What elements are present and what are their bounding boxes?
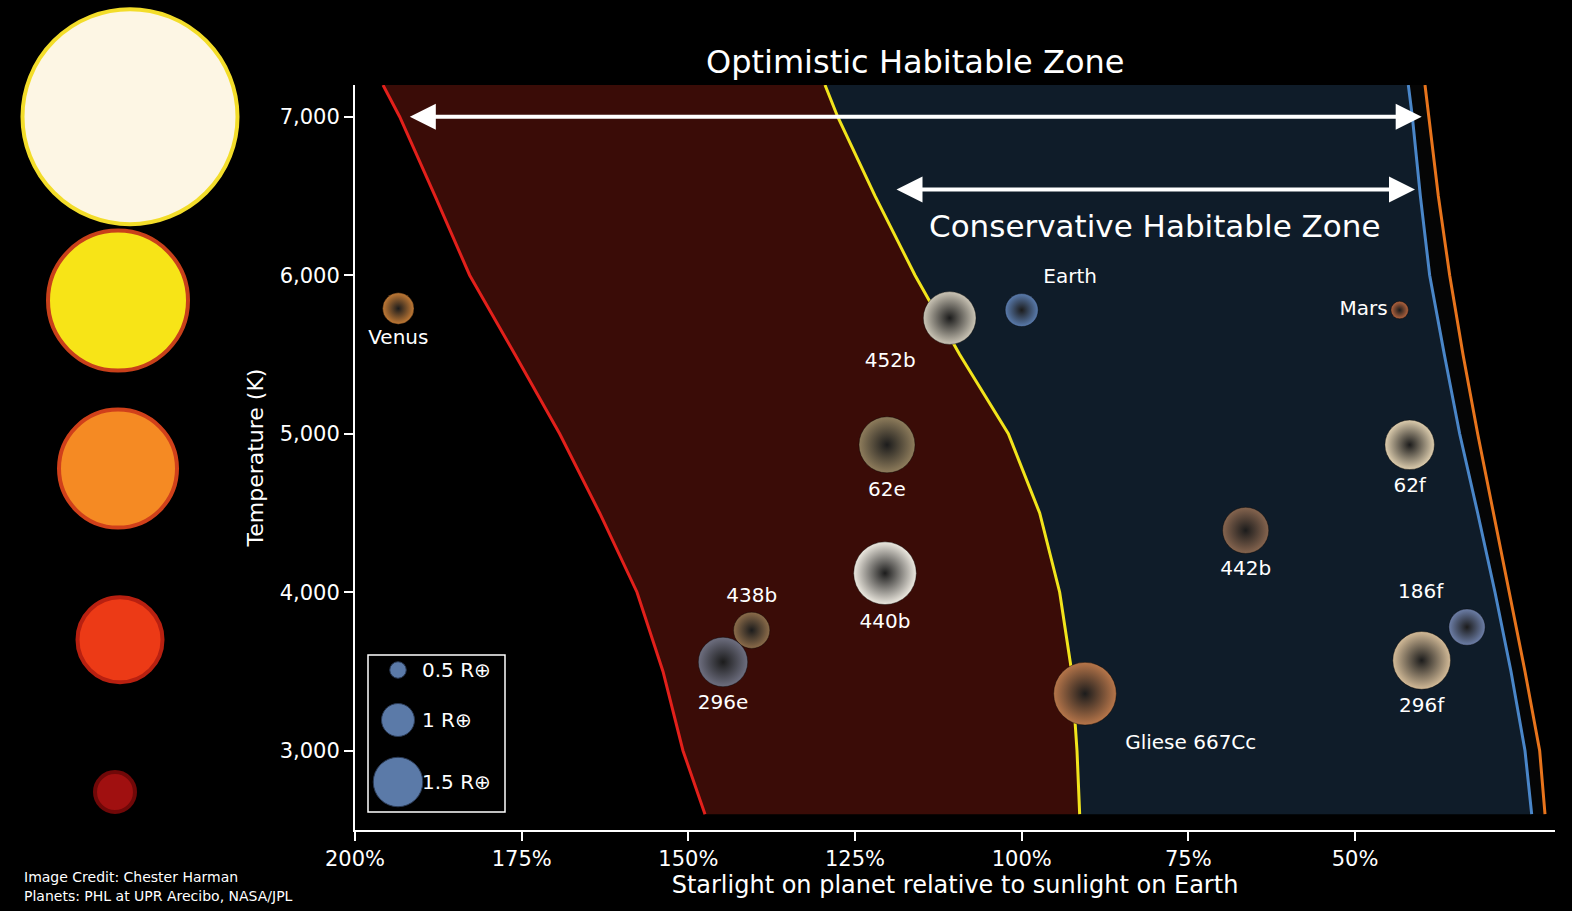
svg-text:7,000: 7,000 <box>280 105 340 129</box>
svg-text:Starlight on planet relative t: Starlight on planet relative to sunlight… <box>672 871 1239 899</box>
svg-text:150%: 150% <box>658 847 718 871</box>
svg-text:Optimistic Habitable Zone: Optimistic Habitable Zone <box>706 43 1124 81</box>
svg-text:438b: 438b <box>726 583 777 607</box>
svg-text:Mars: Mars <box>1340 296 1388 320</box>
svg-text:Planets: PHL at UPR Arecibo, N: Planets: PHL at UPR Arecibo, NASA/JPL <box>24 888 293 904</box>
svg-text:75%: 75% <box>1165 847 1212 871</box>
svg-text:296e: 296e <box>698 690 748 714</box>
svg-text:Conservative Habitable Zone: Conservative Habitable Zone <box>929 208 1381 244</box>
svg-text:175%: 175% <box>492 847 552 871</box>
svg-text:5,000: 5,000 <box>280 422 340 446</box>
svg-text:4,000: 4,000 <box>280 581 340 605</box>
svg-text:Temperature (K): Temperature (K) <box>243 369 268 548</box>
svg-text:296f: 296f <box>1399 693 1445 717</box>
svg-text:186f: 186f <box>1398 579 1444 603</box>
svg-text:440b: 440b <box>860 609 911 633</box>
svg-text:1 R⊕: 1 R⊕ <box>422 708 472 732</box>
svg-text:452b: 452b <box>865 348 916 372</box>
svg-text:Image Credit: Chester Harman: Image Credit: Chester Harman <box>24 869 238 885</box>
svg-text:62f: 62f <box>1393 473 1426 497</box>
svg-text:0.5 R⊕: 0.5 R⊕ <box>422 658 491 682</box>
svg-text:200%: 200% <box>325 847 385 871</box>
svg-text:6,000: 6,000 <box>280 264 340 288</box>
svg-text:62e: 62e <box>868 477 906 501</box>
svg-text:50%: 50% <box>1332 847 1379 871</box>
svg-text:Venus: Venus <box>368 325 428 349</box>
svg-text:125%: 125% <box>825 847 885 871</box>
svg-text:1.5 R⊕: 1.5 R⊕ <box>422 770 491 794</box>
svg-text:3,000: 3,000 <box>280 739 340 763</box>
svg-text:100%: 100% <box>992 847 1052 871</box>
svg-text:442b: 442b <box>1220 556 1271 580</box>
svg-text:Gliese 667Cc: Gliese 667Cc <box>1125 730 1256 754</box>
svg-text:Earth: Earth <box>1043 264 1097 288</box>
